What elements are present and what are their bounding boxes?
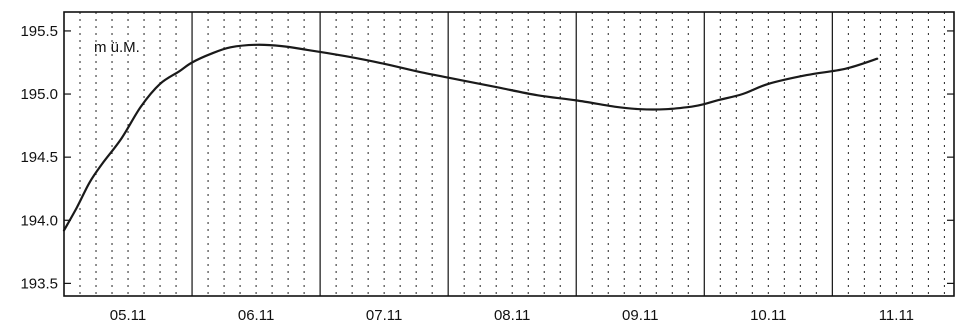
unit-label: m ü.M.	[94, 39, 140, 56]
y-tick-label: 194.5	[20, 149, 58, 166]
y-tick-label: 195.5	[20, 23, 58, 40]
x-day-label: 09.11	[622, 307, 658, 324]
grid-lines	[79, 12, 945, 296]
x-day-label: 07.11	[366, 307, 402, 324]
x-day-label: 05.11	[110, 307, 146, 324]
plot-frame	[63, 11, 955, 297]
series-layer	[62, 43, 879, 232]
y-tick-label: 195.0	[20, 86, 58, 103]
x-day-label: 11.11	[879, 307, 914, 324]
y-tick-label: 193.5	[20, 275, 58, 292]
x-day-label: 08.11	[494, 307, 530, 324]
y-tick-label: 194.0	[20, 212, 58, 229]
x-day-label: 10.11	[750, 307, 786, 324]
water-level-series-line	[62, 43, 879, 232]
x-day-label: 06.11	[238, 307, 274, 324]
axes: 193.5 194.0 194.5 195.0 195.5 05.11 06.11 07.11…	[20, 23, 954, 324]
